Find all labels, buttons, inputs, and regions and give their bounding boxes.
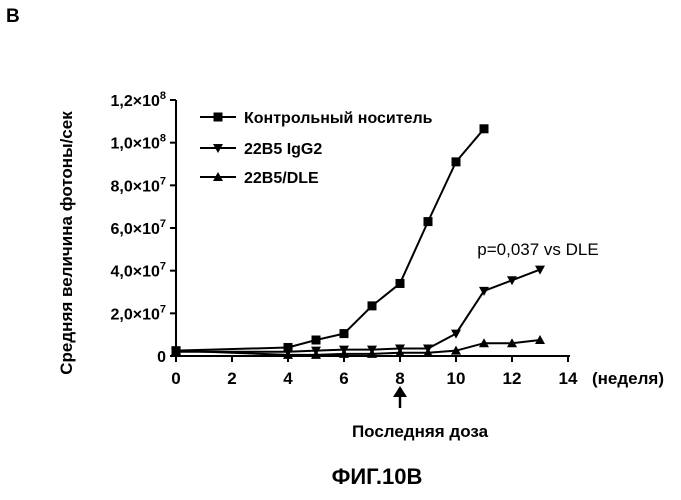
series-0-point <box>396 279 405 288</box>
x-tick-label: 14 <box>559 369 578 388</box>
x-tick-label: 0 <box>171 369 180 388</box>
panel-label: B <box>6 6 20 27</box>
legend-label: 22B5/DLE <box>244 170 319 187</box>
figure-caption: ФИГ.10B <box>332 464 423 489</box>
x-tick-label: 6 <box>339 369 348 388</box>
legend-item-1: 22B5 IgG2 <box>200 141 322 158</box>
series-0-point <box>312 336 321 345</box>
x-tick-label: 10 <box>447 369 466 388</box>
series-1-point <box>451 330 461 339</box>
y-axis-title: Средняя величина фотоны/сек <box>57 111 76 375</box>
series-0 <box>172 124 489 355</box>
y-tick-label: 6,0×107 <box>110 218 166 238</box>
x-tick-label: 2 <box>227 369 236 388</box>
last-dose-label: Последняя доза <box>352 422 489 441</box>
series-0-point <box>424 217 433 226</box>
x-tick-label: 8 <box>395 369 404 388</box>
y-tick-label: 1,2×108 <box>110 90 166 110</box>
x-tick-label: 12 <box>503 369 522 388</box>
series-1-line <box>176 270 540 352</box>
series-0-point <box>368 301 377 310</box>
series-0-point <box>480 124 489 133</box>
series-0-line <box>176 129 484 351</box>
legend-marker <box>214 113 223 122</box>
x-axis-title: (неделя) <box>592 369 664 388</box>
y-tick-label: 1,0×108 <box>110 133 166 153</box>
y-tick-label: 8,0×107 <box>110 175 166 195</box>
y-tick-label: 0 <box>157 349 166 366</box>
p-value-annotation: p=0,037 vs DLE <box>477 240 598 259</box>
series-0-point <box>340 329 349 338</box>
legend-label: 22B5 IgG2 <box>244 141 322 158</box>
legend-label: Контрольный носитель <box>244 110 433 127</box>
x-tick-label: 4 <box>283 369 293 388</box>
last-dose-arrow <box>393 386 407 408</box>
legend-item-2: 22B5/DLE <box>200 170 319 187</box>
series-0-point <box>452 157 461 166</box>
y-tick-label: 4,0×107 <box>110 261 166 281</box>
y-tick-label: 2,0×107 <box>110 303 166 323</box>
legend-item-0: Контрольный носитель <box>200 110 433 127</box>
